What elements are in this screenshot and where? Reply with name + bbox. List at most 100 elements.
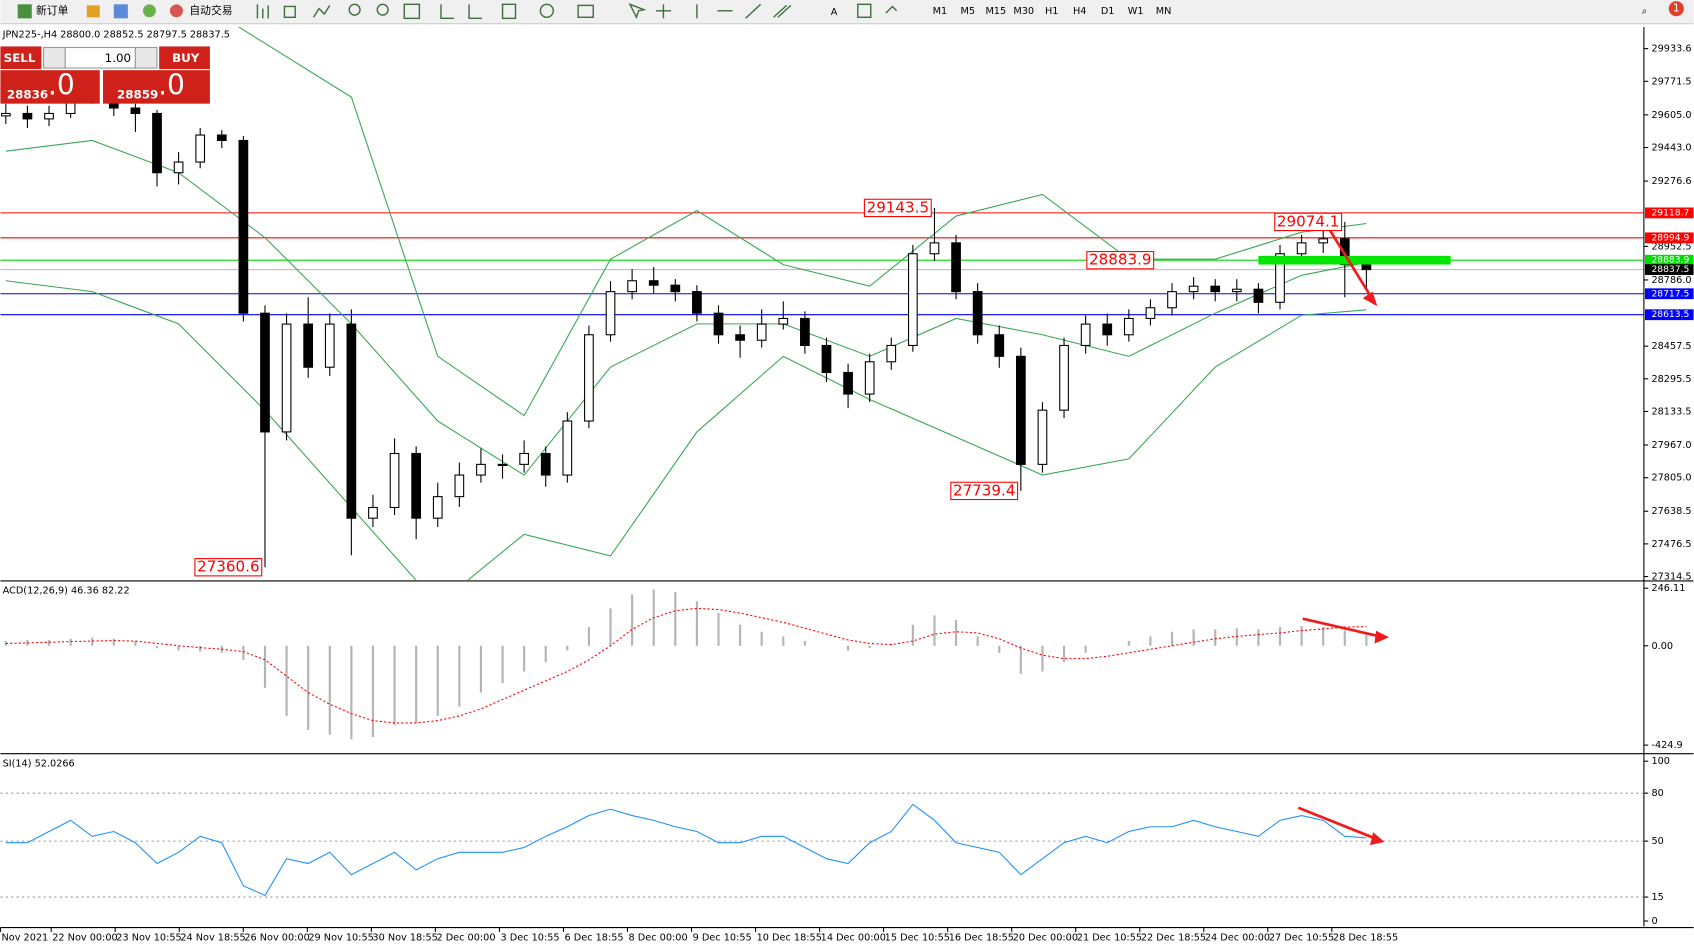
y-tick-label: 80 bbox=[1651, 788, 1663, 799]
timeframe-button[interactable]: M1 bbox=[933, 6, 948, 17]
macd-bar bbox=[177, 645, 180, 651]
price-annotation: 28883.9 bbox=[1089, 251, 1151, 269]
x-tick-label: 21 Dec 10:55 bbox=[1077, 932, 1142, 943]
auto-trading-button[interactable]: 自动交易 bbox=[189, 4, 232, 17]
level-label: 28613.5 bbox=[1651, 309, 1689, 320]
y-tick-label: 29771.5 bbox=[1651, 76, 1691, 87]
bollinger-lower bbox=[5, 280, 1367, 580]
y-tick-label: 29605.0 bbox=[1651, 110, 1691, 121]
x-tick-label: 24 Dec 00:00 bbox=[1205, 932, 1270, 943]
toolbar-icons[interactable]: A bbox=[256, 3, 898, 20]
x-tick-label: 14 Dec 00:00 bbox=[821, 932, 886, 943]
candle-body bbox=[0, 112, 11, 117]
macd-bar bbox=[1192, 629, 1195, 646]
sell-label[interactable]: SELL bbox=[4, 51, 36, 65]
volume-value[interactable]: 1.00 bbox=[105, 51, 131, 65]
macd-bar bbox=[760, 631, 763, 646]
timeframe-button[interactable]: W1 bbox=[1128, 6, 1144, 17]
macd-bar bbox=[544, 645, 547, 663]
x-tick-label: 29 Nov 10:55 bbox=[308, 932, 373, 943]
y-tick-label: 27967.0 bbox=[1651, 440, 1691, 451]
buy-button[interactable] bbox=[159, 46, 210, 70]
macd-bar bbox=[134, 641, 137, 646]
tool-icon[interactable] bbox=[86, 5, 100, 18]
bollinger-middle bbox=[5, 139, 1367, 476]
macd-bar bbox=[415, 645, 418, 723]
macd-bar bbox=[350, 645, 353, 740]
x-tick-label: 24 Nov 18:55 bbox=[180, 932, 245, 943]
candle-body bbox=[454, 474, 465, 498]
timeframe-button[interactable]: H4 bbox=[1073, 6, 1086, 17]
search-icon[interactable]: ⌕ bbox=[1642, 6, 1647, 17]
candle-body bbox=[1102, 323, 1113, 336]
candle-body bbox=[216, 134, 227, 142]
timeframe-button[interactable]: D1 bbox=[1101, 6, 1115, 17]
macd-bar bbox=[328, 645, 331, 735]
macd-bar bbox=[1149, 636, 1152, 646]
tool-icon[interactable] bbox=[113, 4, 128, 19]
candle-body bbox=[389, 452, 400, 509]
candle-body bbox=[44, 112, 54, 120]
volume-up[interactable] bbox=[134, 46, 158, 69]
macd-bar bbox=[69, 638, 72, 646]
x-tick-label: 3 Dec 10:55 bbox=[500, 932, 559, 943]
timeframes: M1 M5 M15 M30 H1 H4 D1 W1 MN bbox=[933, 6, 1172, 17]
y-tick-label: 27805.0 bbox=[1651, 473, 1691, 484]
macd-bar bbox=[717, 613, 720, 646]
y-tick-label: 100 bbox=[1651, 756, 1670, 767]
level-tag bbox=[1644, 288, 1694, 300]
level-tag bbox=[1644, 309, 1694, 321]
buy-label[interactable]: BUY bbox=[172, 51, 200, 65]
macd-bar bbox=[1278, 627, 1282, 646]
price-annotation: 29074.1 bbox=[1277, 212, 1339, 230]
candle-body bbox=[735, 334, 745, 341]
candle-body bbox=[1361, 264, 1372, 271]
timeframe-button[interactable]: M15 bbox=[985, 6, 1006, 17]
notification-badge[interactable] bbox=[1668, 1, 1684, 17]
x-tick-label: 9 Dec 10:55 bbox=[693, 932, 752, 943]
timeframe-button[interactable]: M30 bbox=[1013, 6, 1034, 17]
candle-body bbox=[1231, 288, 1242, 293]
ask-box[interactable] bbox=[103, 70, 210, 104]
candle-body bbox=[670, 284, 681, 293]
ask-main[interactable]: 28859 bbox=[117, 88, 158, 102]
macd-bar bbox=[782, 636, 785, 646]
macd-bar bbox=[436, 645, 439, 716]
timeframe-button[interactable]: MN bbox=[1156, 6, 1172, 17]
y-tick-label: 28133.5 bbox=[1651, 406, 1691, 417]
price-annotation-box bbox=[863, 198, 932, 218]
macd-bar bbox=[47, 639, 51, 646]
svg-text:A: A bbox=[831, 7, 838, 18]
bid-box[interactable] bbox=[0, 70, 100, 104]
x-tick-label: 30 Nov 18:55 bbox=[372, 932, 437, 943]
price-annotation-box bbox=[950, 481, 1019, 501]
volume-down[interactable] bbox=[43, 46, 66, 69]
auto-trading-icon[interactable] bbox=[169, 4, 183, 18]
macd-bar bbox=[501, 645, 504, 684]
bid-tail[interactable]: .0 bbox=[48, 68, 75, 101]
macd-bar bbox=[393, 645, 396, 726]
timeframe-button[interactable]: M5 bbox=[961, 6, 976, 17]
macd-bar bbox=[199, 645, 202, 652]
new-order-button[interactable]: 新订单 bbox=[36, 4, 69, 17]
macd-bar bbox=[609, 608, 612, 646]
price-pane bbox=[0, 26, 1644, 580]
macd-bar bbox=[847, 645, 850, 651]
macd-bar bbox=[739, 624, 742, 646]
macd-bar bbox=[1300, 625, 1303, 646]
x-tick-label: 22 Nov 00:00 bbox=[52, 932, 117, 943]
y-tick-label: 27476.5 bbox=[1651, 539, 1691, 550]
bid-main[interactable]: 28836 bbox=[7, 88, 48, 102]
candle-body bbox=[368, 506, 378, 519]
tool-icon[interactable] bbox=[142, 4, 156, 18]
candle-body bbox=[1275, 253, 1285, 303]
timeframe-button[interactable]: H1 bbox=[1045, 6, 1058, 17]
ask-tail[interactable]: .0 bbox=[158, 68, 185, 101]
sell-button[interactable] bbox=[0, 46, 42, 70]
y-tick-label: 29443.0 bbox=[1651, 143, 1691, 154]
notification-count[interactable]: 1 bbox=[1673, 2, 1680, 15]
y-tick-label: 27314.5 bbox=[1651, 572, 1691, 583]
new-order-icon[interactable] bbox=[17, 4, 32, 19]
macd-bar bbox=[587, 627, 591, 646]
